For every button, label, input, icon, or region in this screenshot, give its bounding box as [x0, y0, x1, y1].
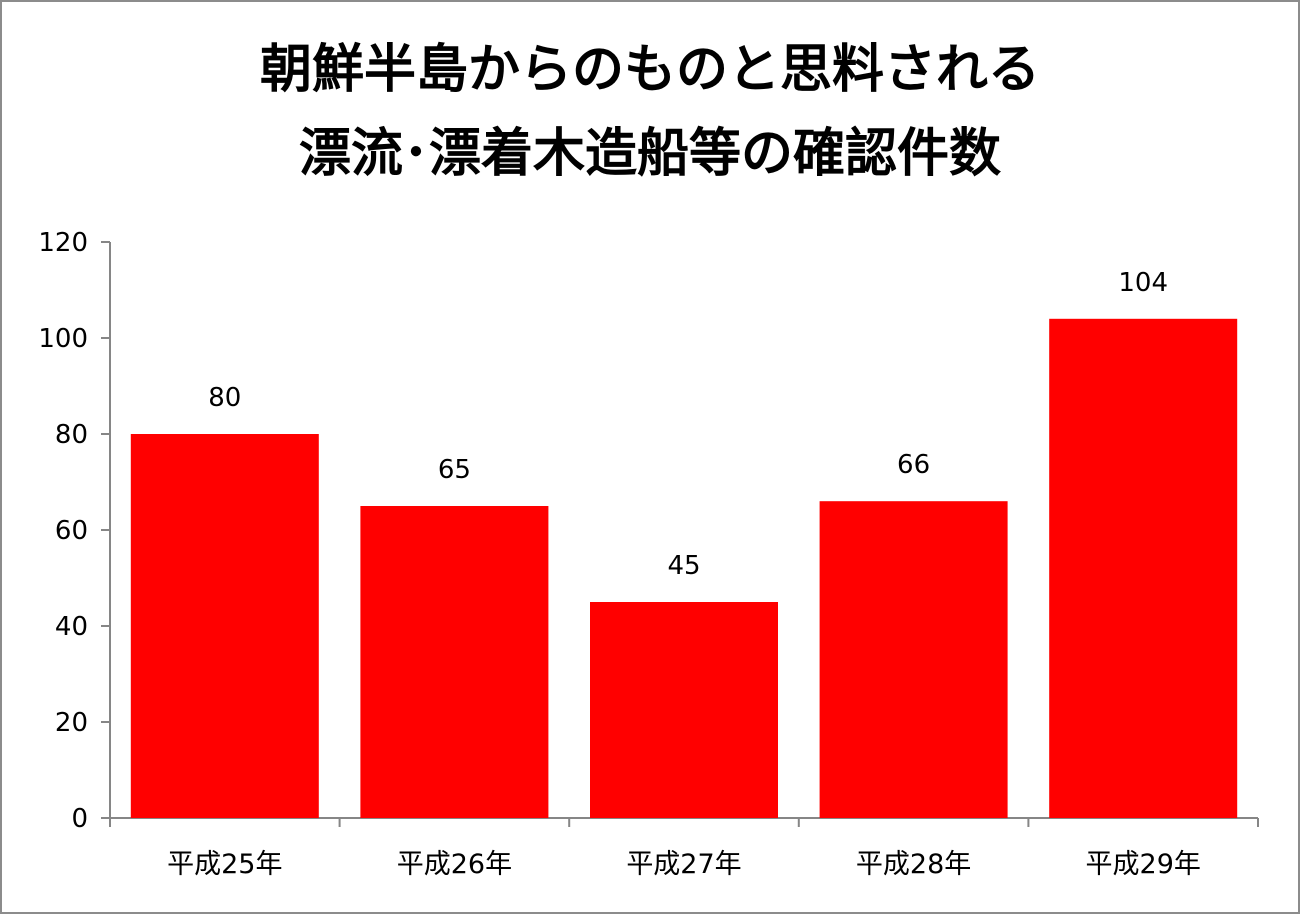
data-label: 104: [1118, 268, 1168, 298]
y-tick-label: 80: [55, 420, 88, 450]
chart-title-line-2: 漂流･漂着木造船等の確認件数: [298, 124, 1001, 184]
chart-bars: [130, 318, 1238, 818]
data-label: 65: [438, 455, 471, 485]
bar: [1049, 318, 1238, 818]
x-category-label: 平成28年: [856, 849, 971, 880]
data-label: 80: [208, 383, 241, 413]
data-label: 66: [897, 450, 930, 480]
y-tick-label: 0: [71, 804, 88, 834]
x-category-label: 平成25年: [167, 849, 282, 880]
y-tick-label: 120: [38, 228, 88, 258]
x-category-label: 平成29年: [1086, 849, 1201, 880]
data-label: 45: [667, 551, 700, 581]
bar: [590, 602, 778, 818]
bar: [360, 506, 549, 818]
x-category-label: 平成26年: [397, 849, 512, 880]
chart-labels: 0 20 40 60 80 100 120 80 平成25年 65 平成26年 45 平成27年 66 平成…: [38, 228, 1201, 880]
y-tick-label: 60: [55, 516, 88, 546]
y-tick-label: 20: [55, 708, 88, 738]
x-category-label: 平成27年: [626, 849, 741, 880]
y-tick-label: 40: [55, 612, 88, 642]
chart-title: 朝鮮半島からのものと思料される 漂流･漂着木造船等の確認件数: [0, 28, 1300, 196]
y-tick-label: 100: [38, 324, 88, 354]
chart-title-line-1: 朝鮮半島からのものと思料される: [259, 40, 1040, 100]
bar: [130, 434, 319, 818]
bar: [819, 501, 1008, 818]
